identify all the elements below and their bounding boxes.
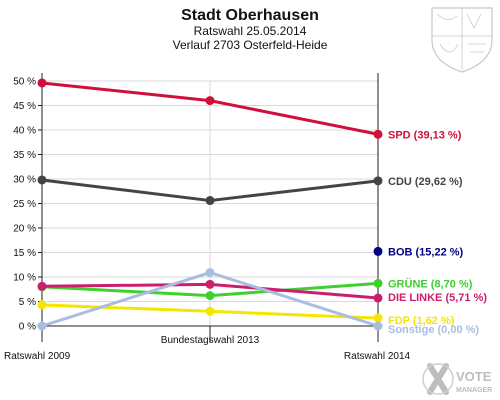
data-point-sonstige: [205, 268, 215, 278]
y-tick-label: 45 %: [13, 101, 36, 112]
ballot-cross-icon: [422, 363, 454, 395]
data-point-gr-ne: [205, 291, 215, 301]
series-label-gr-ne: GRÜNE (8,70 %): [388, 277, 473, 290]
y-tick-label: 35 %: [13, 150, 36, 161]
x-tick-label: Ratswahl 2009: [4, 351, 71, 362]
data-point-cdu: [373, 176, 383, 186]
y-tick-label: 10 %: [13, 273, 36, 284]
nrw-coat-of-arms-icon: [431, 7, 493, 73]
data-point-fdp: [37, 300, 47, 310]
data-point-die-linke: [37, 281, 47, 291]
data-point-sonstige: [373, 321, 383, 331]
y-tick-label: 20 %: [13, 224, 36, 235]
data-point-fdp: [373, 313, 383, 323]
data-point-cdu: [205, 196, 215, 206]
x-axis-ticks: Ratswahl 2009 Bundestagswahl 2013 Ratswahl…: [4, 326, 411, 362]
data-point-sonstige: [37, 321, 47, 331]
watermark-line2: MANAGER: [456, 387, 492, 394]
y-tick-label: 50 %: [13, 77, 36, 88]
data-point-gr-ne: [373, 278, 383, 288]
data-point-die-linke: [205, 279, 215, 289]
data-point-spd: [37, 78, 47, 88]
chart-subtitle-2: Verlauf 2703 Osterfeld-Heide: [173, 38, 328, 52]
x-tick-label: Bundestagswahl 2013: [161, 335, 260, 346]
series-group: [37, 78, 383, 331]
data-point-spd: [205, 96, 215, 106]
series-label-die-linke: DIE LINKE (5,71 %): [388, 292, 487, 304]
vote-manager-logo: VOTE MANAGER: [422, 363, 492, 395]
data-point-cdu: [37, 175, 47, 185]
y-axis-ticks: 0 % 5 % 10 % 15 % 20 % 25 % 30 % 35 % 40 % 45 % 50…: [13, 77, 42, 333]
watermark-line1: VOTE: [456, 369, 492, 384]
series-label-fdp: FDP (1,62 %): [388, 315, 455, 327]
data-point-bob: [373, 246, 383, 256]
series-label-sonstige: Sonstige (0,00 %): [388, 324, 479, 336]
series-labels: SPD (39,13 %) CDU (29,62 %) BOB (15,22 %) G…: [388, 129, 487, 336]
chart-title: Stadt Oberhausen: [181, 7, 319, 24]
data-point-spd: [373, 129, 383, 139]
series-label-bob: BOB (15,22 %): [388, 246, 464, 258]
series-label-cdu: CDU (29,62 %): [388, 176, 463, 188]
y-tick-label: 25 %: [13, 199, 36, 210]
chart-subtitle-1: Ratswahl 25.05.2014: [194, 24, 307, 38]
series-label-spd: SPD (39,13 %): [388, 129, 462, 141]
data-point-fdp: [205, 306, 215, 316]
y-tick-label: 30 %: [13, 175, 36, 186]
data-point-die-linke: [373, 293, 383, 303]
x-tick-label: Ratswahl 2014: [344, 351, 411, 362]
y-tick-label: 5 %: [19, 297, 36, 308]
y-tick-label: 0 %: [19, 322, 36, 333]
y-tick-label: 15 %: [13, 248, 36, 259]
y-tick-label: 40 %: [13, 126, 36, 137]
